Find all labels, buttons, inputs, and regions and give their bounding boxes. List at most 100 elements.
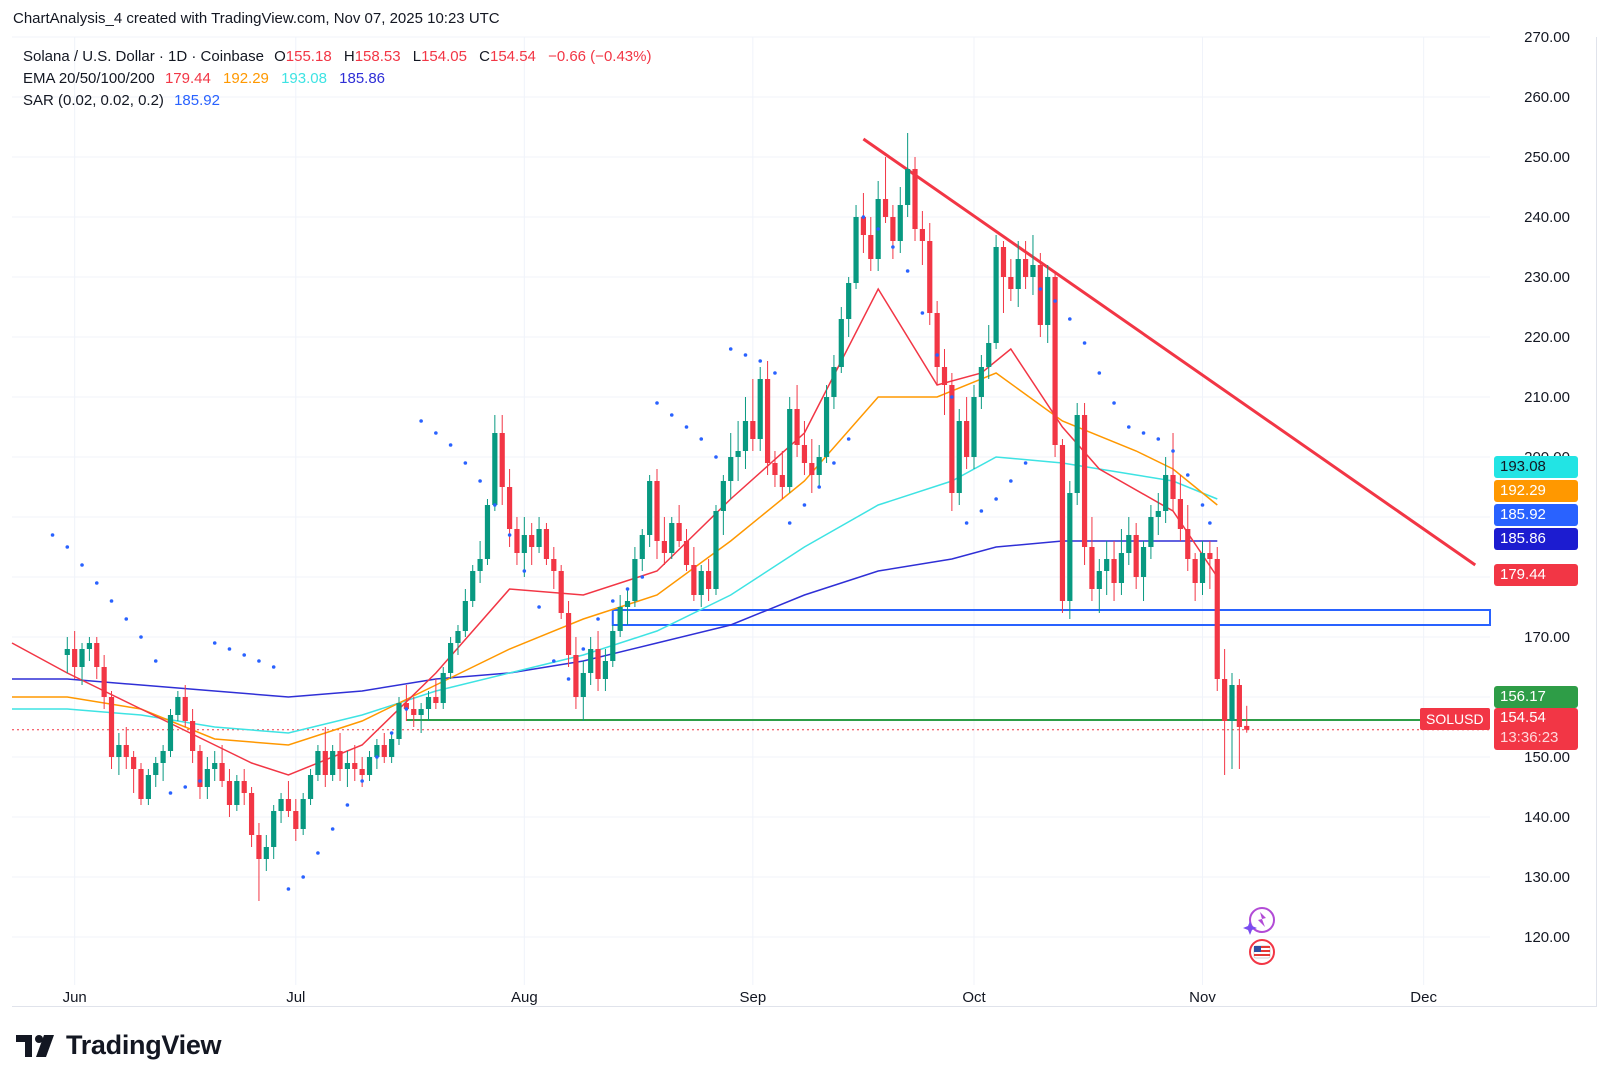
candle-body bbox=[1155, 511, 1161, 517]
candle-body bbox=[1045, 277, 1051, 325]
candle bbox=[1244, 705, 1250, 733]
candle bbox=[1104, 541, 1110, 595]
candle bbox=[647, 475, 653, 547]
sar-dot bbox=[743, 353, 748, 357]
candle-body bbox=[728, 457, 734, 481]
candle bbox=[248, 787, 255, 847]
y-tick-label: 220.00 bbox=[1524, 329, 1570, 346]
candle-body bbox=[624, 601, 631, 607]
ema200-value: 185.86 bbox=[339, 70, 386, 87]
candle bbox=[1096, 559, 1102, 613]
candle bbox=[1030, 235, 1036, 295]
legend-sar-row[interactable]: SAR (0.02, 0.02, 0.2) 185.92 bbox=[23, 90, 659, 112]
candle bbox=[580, 661, 586, 721]
sar-dot bbox=[979, 509, 984, 513]
candle bbox=[226, 769, 233, 817]
sar-dot bbox=[404, 707, 409, 711]
candle bbox=[1155, 493, 1161, 535]
sar-dot bbox=[330, 827, 335, 831]
candle bbox=[1008, 259, 1014, 301]
candle bbox=[1199, 541, 1206, 595]
sar-dot bbox=[522, 569, 527, 573]
candle bbox=[654, 469, 660, 559]
candle bbox=[853, 205, 859, 289]
sar-dot bbox=[139, 635, 143, 639]
candle bbox=[742, 397, 749, 469]
sar-dot bbox=[552, 659, 556, 663]
x-tick-label: Sep bbox=[739, 989, 766, 1006]
candle-body bbox=[1022, 259, 1029, 277]
candle-body bbox=[742, 421, 749, 451]
candle bbox=[816, 445, 822, 487]
candle bbox=[403, 685, 409, 721]
candle-body bbox=[285, 799, 292, 811]
close-value: 154.54 bbox=[490, 48, 536, 65]
x-tick-label: Jun bbox=[63, 989, 87, 1006]
candle bbox=[145, 769, 151, 805]
candle-body bbox=[639, 535, 645, 559]
sar-dot bbox=[891, 245, 895, 249]
candle-body bbox=[632, 559, 638, 601]
candle-body bbox=[1199, 553, 1206, 583]
candle-body bbox=[145, 775, 151, 799]
candle-body bbox=[366, 757, 373, 775]
candle-body bbox=[330, 751, 336, 775]
candle-body bbox=[654, 481, 660, 541]
candle-body bbox=[588, 649, 594, 673]
candle-body bbox=[470, 571, 476, 601]
candle bbox=[713, 505, 719, 595]
candle-body bbox=[565, 613, 572, 655]
sar-dot bbox=[271, 665, 276, 669]
candle bbox=[846, 277, 852, 337]
candle bbox=[823, 385, 830, 463]
candle-body bbox=[315, 751, 321, 775]
candle bbox=[366, 751, 373, 781]
tradingview-logo[interactable]: TradingView bbox=[16, 1030, 222, 1061]
sar-dot bbox=[109, 599, 114, 603]
candle-body bbox=[506, 487, 513, 529]
candle bbox=[602, 649, 609, 691]
candle-body bbox=[352, 763, 358, 769]
candle bbox=[691, 547, 697, 601]
sar-dot bbox=[1208, 521, 1212, 525]
low-label: L bbox=[412, 48, 422, 65]
brand-name: TradingView bbox=[66, 1030, 222, 1060]
y-tick-label: 260.00 bbox=[1524, 89, 1570, 106]
candle-body bbox=[248, 793, 255, 835]
candle bbox=[167, 709, 174, 757]
candle-body bbox=[794, 409, 800, 445]
sar-dot bbox=[80, 563, 84, 567]
us-flag-icon[interactable] bbox=[1249, 939, 1275, 965]
ema20-value: 179.44 bbox=[164, 70, 211, 87]
close-label: C bbox=[479, 48, 490, 65]
candle-body bbox=[1170, 475, 1176, 499]
candle-body bbox=[521, 535, 527, 553]
candle bbox=[757, 367, 763, 451]
candle-body bbox=[1236, 685, 1242, 727]
candle-body bbox=[337, 751, 343, 769]
candle bbox=[285, 781, 292, 817]
idea-spark-icon[interactable] bbox=[1243, 907, 1275, 935]
candle-body bbox=[160, 751, 166, 763]
sar-dot bbox=[301, 875, 305, 879]
candle bbox=[1126, 517, 1132, 565]
legend-ema-row[interactable]: EMA 20/50/100/200 179.44 192.29 193.08 1… bbox=[23, 68, 659, 90]
candle bbox=[389, 733, 395, 763]
sar-dot bbox=[625, 587, 630, 591]
candle bbox=[448, 637, 454, 679]
candle-body bbox=[823, 397, 830, 457]
candle bbox=[720, 475, 726, 535]
candle bbox=[838, 307, 844, 373]
candle bbox=[418, 703, 424, 733]
candle-body bbox=[440, 673, 446, 703]
candle bbox=[1185, 505, 1191, 571]
y-tick-label: 130.00 bbox=[1524, 869, 1570, 886]
sar-dots bbox=[50, 215, 1212, 891]
candle-body bbox=[536, 529, 542, 547]
candle bbox=[138, 763, 144, 805]
y-tick-label: 120.00 bbox=[1524, 929, 1570, 946]
candle bbox=[131, 751, 137, 793]
candle bbox=[1229, 673, 1235, 769]
sar-dot bbox=[846, 437, 851, 441]
